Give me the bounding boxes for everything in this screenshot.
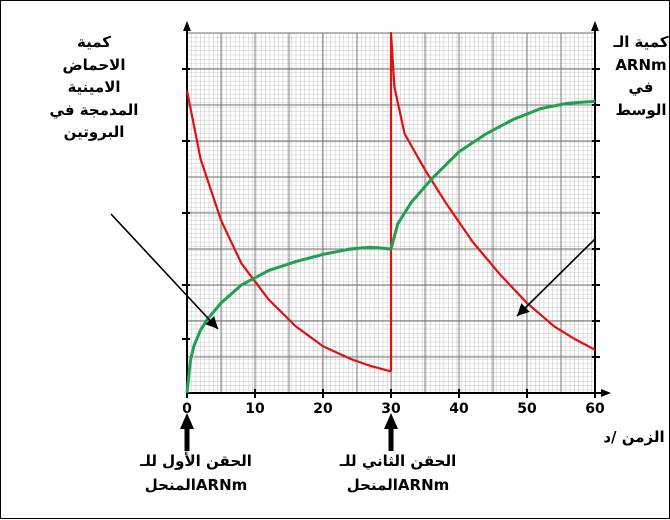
right-axis-label: كمية الـ ARNm في الوسط bbox=[591, 31, 670, 121]
arrow-to-green-curve bbox=[110, 213, 219, 330]
x-tick-label: 30 bbox=[381, 401, 401, 417]
pointer-arrows bbox=[110, 213, 596, 451]
right-label-line: ARNm bbox=[615, 55, 667, 74]
left-label-line: البروتين bbox=[63, 123, 125, 141]
tick-labels: 0 10 20 30 40 50 60 bbox=[182, 401, 605, 417]
axes bbox=[182, 21, 611, 398]
left-label-line: المدمجة في bbox=[49, 100, 139, 119]
x-axis-unit-label: الزمن /د bbox=[603, 428, 665, 446]
first-injection-line: الحقن الأول للـ bbox=[140, 452, 252, 470]
injection-arrow-shaft bbox=[184, 429, 190, 451]
x-tick-label: 40 bbox=[449, 401, 469, 417]
arnm-curve-red bbox=[185, 90, 392, 373]
right-y-axis-arrowhead bbox=[591, 21, 599, 31]
arnm-curve-red bbox=[389, 31, 596, 372]
right-label-line: في bbox=[628, 78, 654, 96]
left-label-line: الامينية bbox=[67, 78, 121, 96]
left-axis-label: كمية الاحماض الامينية المدمجة في البروتي… bbox=[19, 31, 169, 144]
arrow-to-red-curve-head bbox=[517, 303, 530, 316]
second-injection-line: ARNmالمنحل bbox=[346, 476, 450, 494]
right-label-line: الوسط bbox=[615, 100, 667, 119]
left-label-line: الاحماض bbox=[62, 55, 126, 74]
amino-acid-curve-green bbox=[389, 99, 596, 250]
x-tick-label: 60 bbox=[585, 401, 605, 417]
series-group bbox=[185, 31, 596, 394]
second-injection-line: الحقن الثاني للـ bbox=[339, 452, 457, 470]
injection-arrow-shaft bbox=[388, 429, 394, 451]
left-y-axis-arrowhead bbox=[183, 21, 191, 31]
right-label-line: كمية الـ bbox=[613, 33, 669, 51]
arrow-to-green-curve-head bbox=[205, 316, 218, 329]
first-injection-label: الحقن الأول للـ ARNmالمنحل bbox=[121, 449, 271, 497]
first-injection-line: ARNmالمنحل bbox=[144, 476, 248, 494]
x-tick-label: 20 bbox=[313, 401, 333, 417]
x-tick-label: 0 bbox=[182, 401, 192, 417]
amino-acid-curve-green bbox=[185, 245, 392, 394]
arrow-to-red-curve bbox=[516, 238, 596, 317]
x-tick-label: 10 bbox=[245, 401, 265, 417]
injection-arrow-head bbox=[384, 413, 398, 429]
x-axis-arrowhead bbox=[601, 389, 611, 397]
injection-arrow-head bbox=[180, 413, 194, 429]
x-tick-label: 50 bbox=[517, 401, 537, 417]
left-label-line: كمية bbox=[77, 33, 111, 51]
second-injection-label: الحقن الثاني للـ ARNmالمنحل bbox=[323, 449, 473, 497]
